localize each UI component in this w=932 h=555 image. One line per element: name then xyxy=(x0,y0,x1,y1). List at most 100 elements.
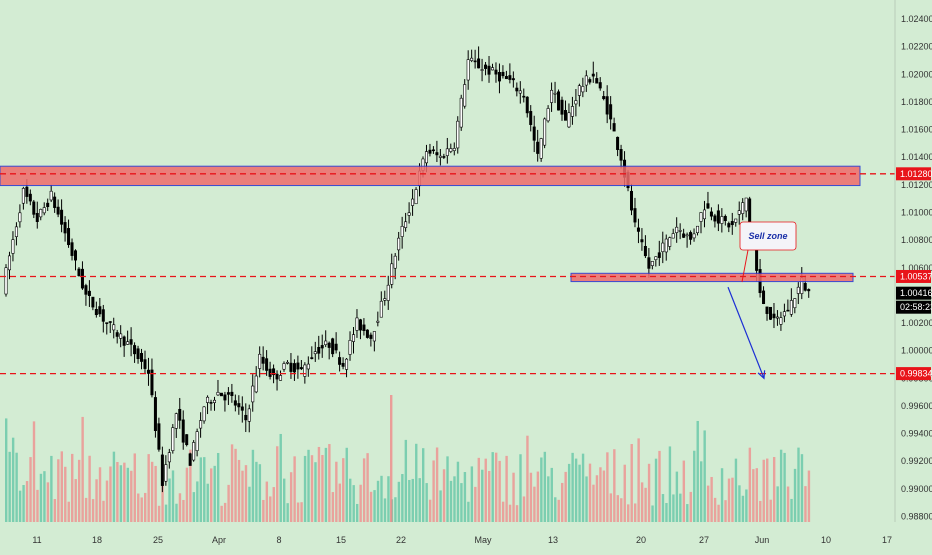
candle-body xyxy=(442,156,446,158)
y-tick-label: 1.00000 xyxy=(901,346,932,356)
candle-body xyxy=(355,317,359,331)
candle-body xyxy=(136,348,140,359)
candle-body xyxy=(550,89,554,103)
volume-bar xyxy=(752,469,755,522)
volume-bar xyxy=(501,501,505,522)
volume-bar xyxy=(95,479,98,522)
candle-body xyxy=(164,464,168,482)
volume-bar xyxy=(335,461,338,522)
candle-body xyxy=(501,71,505,77)
y-tick-label: 1.00200 xyxy=(901,318,932,328)
volume-bar xyxy=(689,491,692,522)
candle-body xyxy=(720,216,724,224)
candle-body xyxy=(685,234,689,237)
candle-body xyxy=(233,400,237,406)
y-tick-label: 0.99000 xyxy=(901,484,932,494)
volume-bar xyxy=(550,467,553,522)
volume-bar xyxy=(369,491,373,522)
volume-bar xyxy=(706,485,710,522)
candle-body xyxy=(619,149,623,161)
candle-body xyxy=(386,284,390,301)
volume-bar xyxy=(286,503,289,522)
candle-body xyxy=(470,57,474,61)
volume-bar xyxy=(53,499,57,522)
candle-body xyxy=(602,96,606,100)
volume-bar xyxy=(199,457,202,522)
x-tick-label: Jun xyxy=(755,535,770,545)
volume-bar xyxy=(390,395,393,522)
candle-body xyxy=(25,186,29,197)
sell-zone-annotation[interactable]: Sell zone xyxy=(739,221,797,283)
volume-bar xyxy=(581,453,585,522)
volume-bar xyxy=(331,492,335,522)
volume-bar xyxy=(595,475,599,522)
volume-bar xyxy=(345,447,348,522)
candle-body xyxy=(372,331,376,342)
candle-body xyxy=(60,209,64,225)
candle-body xyxy=(202,406,206,422)
candle-body xyxy=(299,367,303,370)
zone-rect[interactable] xyxy=(570,272,854,283)
candle-body xyxy=(244,414,248,421)
volume-bar xyxy=(435,447,439,522)
volume-bar xyxy=(105,480,109,522)
volume-bar xyxy=(11,437,15,522)
candle-body xyxy=(525,96,529,114)
candle-body xyxy=(279,375,283,381)
candle-body xyxy=(664,238,668,253)
volume-bar xyxy=(408,479,411,522)
candle-body xyxy=(591,73,595,77)
volume-bar xyxy=(474,486,477,522)
volume-bar xyxy=(637,438,640,522)
volume-bar xyxy=(428,499,432,522)
candle-body xyxy=(588,79,592,83)
candle-body xyxy=(431,149,435,152)
candle-body xyxy=(612,123,616,132)
volume-bar xyxy=(790,498,793,522)
candle-body xyxy=(157,423,161,450)
candle-body xyxy=(192,442,196,461)
volume-bar xyxy=(567,463,571,522)
volume-bar xyxy=(494,452,498,522)
candle-body xyxy=(567,112,571,128)
candle-body xyxy=(671,233,675,239)
candle-body xyxy=(560,99,564,115)
volume-bar xyxy=(227,484,230,522)
volume-bar xyxy=(196,481,199,522)
volume-bar xyxy=(623,464,626,522)
volume-bar xyxy=(394,497,397,522)
candle-body xyxy=(216,392,220,396)
candle-body xyxy=(678,230,682,232)
candle-body xyxy=(206,396,210,403)
volume-bar xyxy=(216,452,220,522)
candle-body xyxy=(699,212,703,222)
volume-bar xyxy=(679,493,682,522)
candle-body xyxy=(195,431,199,451)
candle-body xyxy=(445,148,449,156)
volume-bar xyxy=(613,449,616,522)
volume-bar xyxy=(786,486,790,522)
zone-rect[interactable] xyxy=(0,165,861,187)
candle-body xyxy=(737,210,741,215)
candle-body xyxy=(94,308,98,316)
candle-body xyxy=(11,239,15,254)
volume-bar xyxy=(606,452,609,522)
volume-bar xyxy=(352,485,355,522)
candle-body xyxy=(675,226,679,233)
volume-bar xyxy=(460,483,463,522)
volume-bar xyxy=(130,470,133,522)
y-tick-label: 1.00600 xyxy=(901,263,932,273)
candle-body xyxy=(213,399,217,403)
candle-body xyxy=(633,208,637,223)
candle-body xyxy=(598,82,602,89)
volume-bar xyxy=(425,483,428,522)
forecast-arrow xyxy=(727,286,766,380)
candle-body xyxy=(334,343,338,351)
volume-bar xyxy=(64,466,67,522)
volume-bar xyxy=(324,447,328,522)
volume-bar xyxy=(484,458,487,522)
candle-body xyxy=(449,148,453,152)
volume-bar xyxy=(50,455,53,522)
candle-body xyxy=(765,306,769,314)
